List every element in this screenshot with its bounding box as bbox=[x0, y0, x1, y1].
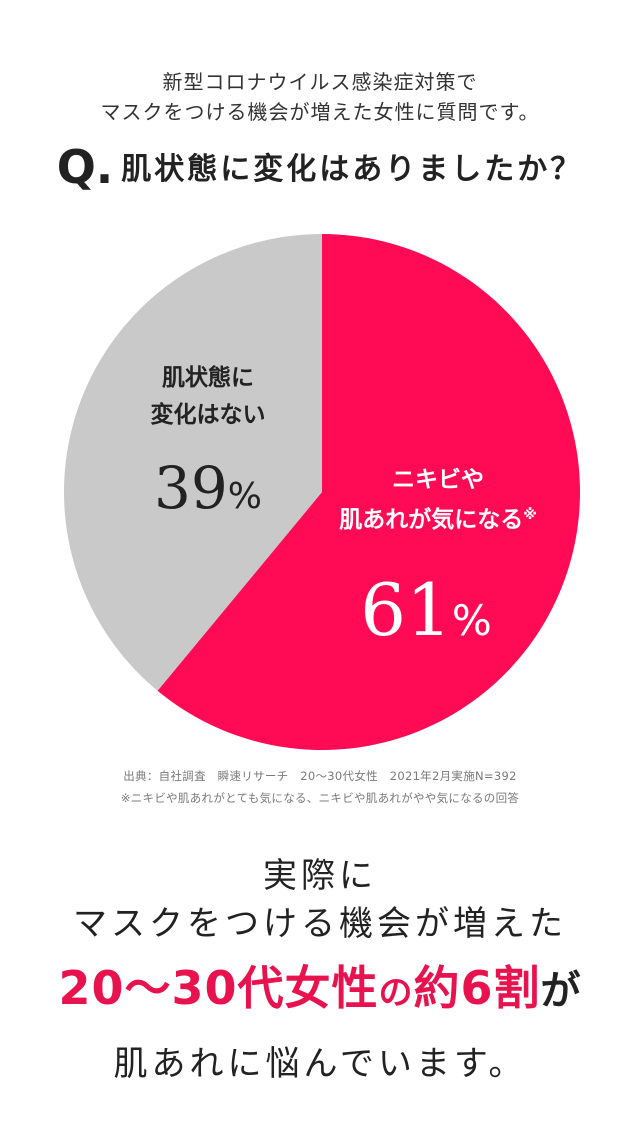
skin-trouble-percent: 61% bbox=[360, 568, 492, 652]
closing-line-4: 肌あれに悩んでいます。 bbox=[113, 1044, 527, 1084]
pie-chart: 肌状態に 変化はない 39% ニキビや 肌あれが気になる※ 61% bbox=[64, 234, 580, 750]
intro-line-1: 新型コロナウイルス感染症対策で bbox=[162, 70, 478, 94]
skin-trouble-label-line-1: ニキビや bbox=[392, 467, 484, 493]
no-change-label-line-2: 変化はない bbox=[151, 401, 266, 428]
skin-trouble-label-text: 肌あれが気になる bbox=[339, 506, 523, 533]
pie-slice-skin-trouble bbox=[157, 234, 580, 750]
question-text: 肌状態に変化はありましたか？ bbox=[121, 152, 584, 187]
skin-trouble-note-mark: ※ bbox=[523, 507, 537, 523]
closing-line-2: マスクをつける機会が増えた bbox=[73, 904, 567, 944]
question-heading: Q. 肌状態に変化はありましたか？ bbox=[0, 140, 640, 194]
no-change-unit: % bbox=[228, 476, 262, 517]
highlight-tail: が bbox=[540, 968, 582, 1014]
highlight-ratio: 約6割 bbox=[413, 961, 541, 1015]
pie-slice-no-change bbox=[64, 234, 322, 691]
intro-line-2: マスクをつける機会が増えた女性に質問です。 bbox=[100, 100, 540, 124]
highlight-age-group: 20〜30代女性 bbox=[58, 961, 379, 1015]
skin-trouble-unit: % bbox=[452, 596, 492, 645]
closing-highlight-line: 20〜30代女性の約6割が bbox=[0, 952, 640, 1018]
source-line-1: 出典：自社調査 瞬速リサーチ 20〜30代女性 2021年2月実施N=392 bbox=[123, 769, 517, 783]
highlight-particle: の bbox=[378, 973, 414, 1013]
skin-trouble-label-line-2: 肌あれが気になる※ bbox=[339, 506, 537, 533]
no-change-value: 39 bbox=[154, 454, 228, 522]
question-prefix: Q. bbox=[56, 140, 114, 194]
no-change-label-line-1: 肌状態に bbox=[162, 364, 254, 391]
skin-trouble-value: 61 bbox=[360, 568, 452, 652]
no-change-percent: 39% bbox=[154, 454, 262, 522]
source-note: ※ニキビや肌あれがとても気になる、ニキビや肌あれがやや気になるの回答 bbox=[120, 791, 520, 805]
closing-line-1: 実際に bbox=[263, 856, 377, 896]
